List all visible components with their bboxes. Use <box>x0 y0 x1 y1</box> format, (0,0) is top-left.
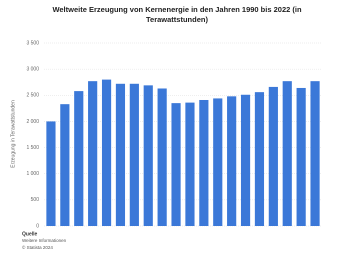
bar <box>268 86 278 226</box>
chart-title: Terawattstunden) <box>146 15 208 24</box>
bar <box>101 79 112 226</box>
chart-title: Weltweite Erzeugung von Kernenergie in d… <box>52 5 302 14</box>
y-tick-label: 2 000 <box>26 119 39 125</box>
y-tick-label: 0 <box>36 223 39 229</box>
bar <box>115 83 126 226</box>
bar <box>282 81 292 226</box>
y-tick-label: 3 500 <box>26 40 39 46</box>
bar <box>240 94 251 227</box>
footer-source[interactable]: Quelle <box>22 231 38 237</box>
bar <box>199 99 209 226</box>
bar <box>171 103 181 226</box>
bar <box>143 85 153 226</box>
bar <box>227 96 237 227</box>
bar <box>46 121 56 226</box>
y-tick-label: 2 500 <box>26 93 39 99</box>
bar <box>310 81 320 226</box>
bar <box>213 98 223 226</box>
y-tick-label: 500 <box>31 197 40 203</box>
bar <box>254 92 265 226</box>
y-tick-label: 1 500 <box>26 145 39 151</box>
bar <box>185 102 195 226</box>
footer-copyright: © Statista 2024 <box>22 244 53 250</box>
footer-info[interactable]: Weitere Informationen <box>22 238 67 243</box>
bar <box>74 91 84 226</box>
bar <box>129 83 139 226</box>
y-tick-label: 1 000 <box>26 171 39 177</box>
bar <box>157 88 167 226</box>
bar <box>88 81 98 226</box>
y-tick-label: 3 000 <box>26 66 39 72</box>
y-axis-label: Erzeugung in Terawattstunden <box>10 100 16 168</box>
bar <box>60 104 70 226</box>
bar <box>296 87 306 226</box>
